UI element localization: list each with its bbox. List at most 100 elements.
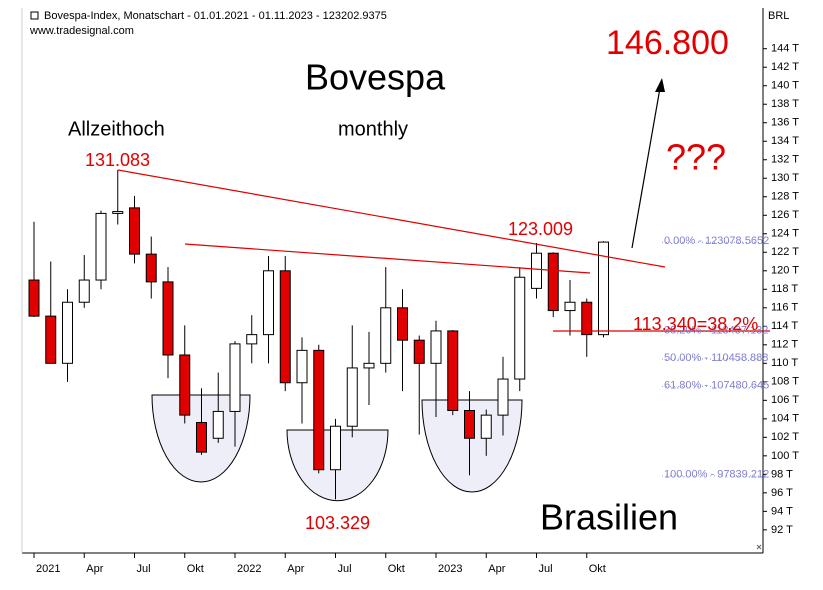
candle-body: [296, 349, 308, 384]
x-tick-label: Apr: [287, 563, 304, 575]
y-tick-label: 134 T: [771, 135, 799, 147]
candle-body: [430, 330, 442, 364]
y-tick-label: 114 T: [771, 320, 798, 332]
annotation: 123.009: [508, 219, 573, 239]
y-tick-label: 144 T: [771, 43, 799, 55]
y-tick-label: 132 T: [771, 154, 799, 166]
trend-line: [184, 243, 591, 274]
annotation: Bovespa: [305, 57, 446, 98]
x-tick-label: 2023: [438, 563, 462, 575]
header-subtitle: www.tradesignal.com: [29, 25, 134, 37]
y-tick-label: 108 T: [771, 376, 799, 388]
candle-body: [531, 252, 542, 289]
candle-body: [413, 339, 425, 364]
candle-body: [581, 301, 593, 336]
corner-icon: [756, 544, 762, 550]
y-tick-label: 104 T: [771, 413, 799, 425]
fib-label: 50.00% - 110458.888: [664, 352, 768, 364]
y-tick-label: 142 T: [771, 61, 799, 73]
y-tick-label: 124 T: [771, 228, 799, 240]
annotation: 146.800: [606, 24, 729, 62]
x-tick-label: Jul: [137, 563, 151, 575]
candle-body: [95, 212, 107, 281]
x-tick-label: Jul: [539, 563, 553, 575]
candle-body: [263, 270, 274, 336]
currency-label: BRL: [768, 10, 789, 22]
annotation: ???: [666, 137, 726, 178]
y-tick-label: 118 T: [771, 283, 798, 295]
candle-body: [229, 343, 241, 412]
x-tick-label: Okt: [388, 563, 405, 575]
annotation: 103.329: [305, 513, 370, 533]
fib-label: 0.00% - 123078.5652: [664, 235, 769, 247]
x-tick-label: Okt: [589, 563, 606, 575]
trend-line: [117, 169, 666, 268]
y-tick-label: 112 T: [771, 339, 798, 351]
y-tick-label: 94 T: [771, 505, 793, 517]
annotation: 113.340=38,2%: [633, 314, 758, 334]
y-tick-label: 122 T: [771, 246, 799, 258]
x-tick-label: Jul: [338, 563, 352, 575]
candle-body: [564, 301, 576, 312]
candle-body: [162, 281, 174, 356]
candle-body: [212, 410, 224, 439]
arrow-head: [655, 78, 665, 92]
header-icon: [30, 11, 39, 20]
fib-label: 61.80% - 107480.645: [664, 380, 769, 392]
y-tick-label: 120 T: [771, 265, 799, 277]
y-tick-label: 96 T: [771, 487, 793, 499]
y-tick-label: 128 T: [771, 191, 799, 203]
y-tick-label: 140 T: [771, 80, 799, 92]
candle-body: [246, 334, 258, 345]
annotation: Allzeithoch: [68, 118, 165, 140]
candle-body: [196, 422, 207, 453]
candle-body: [313, 349, 325, 471]
fib-label: 38.20% - 113437.132: [664, 324, 768, 336]
y-tick-label: 136 T: [771, 117, 799, 129]
candle-body: [547, 252, 559, 312]
candle-body: [447, 330, 459, 412]
y-tick-label: 92 T: [771, 524, 793, 536]
candle-body: [78, 279, 90, 303]
candle-body: [380, 307, 392, 364]
annotation: 131.083: [85, 150, 150, 170]
fib-label: 100.00% - 97839.212: [664, 469, 769, 481]
x-tick-label: Apr: [488, 563, 505, 575]
y-tick-label: 100 T: [771, 450, 799, 462]
x-tick-label: Okt: [187, 563, 204, 575]
y-tick-label: 138 T: [771, 98, 799, 110]
candle-body: [497, 378, 509, 416]
y-tick-label: 130 T: [771, 172, 799, 184]
candle-body: [179, 354, 191, 416]
candle-body: [145, 253, 157, 283]
x-tick-label: 2022: [237, 563, 261, 575]
header-title: Bovespa-Index, Monatschart - 01.01.2021 …: [44, 10, 387, 22]
y-tick-label: 98 T: [771, 468, 793, 480]
y-tick-label: 116 T: [771, 302, 798, 314]
candle-body: [464, 410, 475, 439]
bowl: [421, 399, 523, 493]
x-tick-label: 2021: [36, 563, 60, 575]
candle-body: [62, 301, 73, 364]
candle-body: [330, 425, 341, 471]
annotation: monthly: [338, 118, 408, 140]
candle-body: [28, 279, 40, 317]
candle-body: [598, 241, 609, 336]
y-tick-label: 110 T: [771, 357, 798, 369]
x-tick-label: Apr: [86, 563, 103, 575]
candle-body: [397, 307, 408, 341]
candle-body: [112, 211, 124, 214]
candle-body: [129, 207, 140, 255]
y-tick-label: 102 T: [771, 431, 799, 443]
y-tick-label: 126 T: [771, 209, 799, 221]
candle-body: [45, 315, 57, 364]
arrow: [631, 87, 661, 249]
annotation: Brasilien: [540, 497, 678, 538]
candle-body: [480, 414, 492, 439]
candle-body: [363, 362, 375, 369]
y-tick-label: 106 T: [771, 394, 799, 406]
candle-body: [346, 367, 358, 427]
candle-body: [514, 276, 526, 380]
